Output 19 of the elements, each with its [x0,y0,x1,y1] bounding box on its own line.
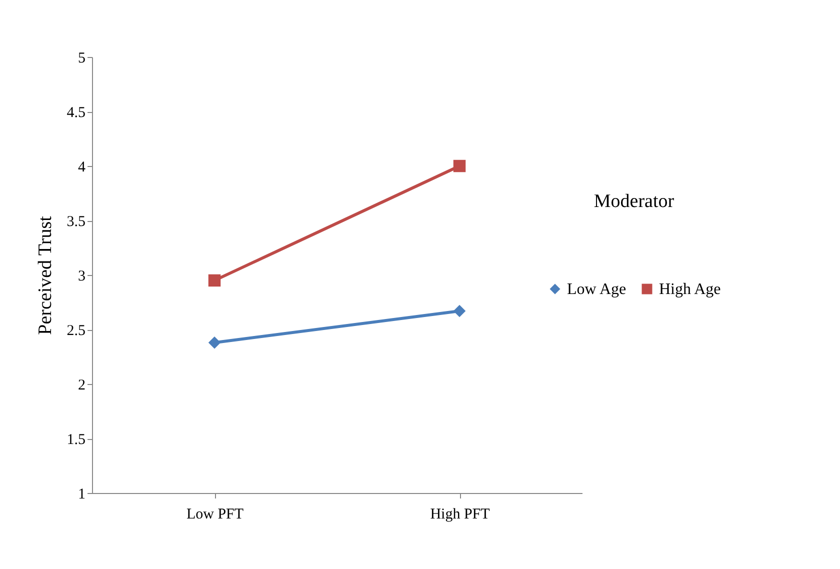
legend-label: Low Age [567,281,626,298]
y-tick-label: 2 [78,378,86,394]
y-tick-label: 2.5 [66,323,86,339]
y-tick-label: 1 [78,486,86,502]
point [208,336,221,349]
point [453,304,466,318]
y-tick-label: 4 [78,160,86,176]
y-tick-label: 3 [78,268,86,284]
y-tick-label: 1.5 [66,432,86,448]
y-tick-label: 5 [78,50,86,66]
point [208,274,221,287]
y-tick-label: 3.5 [66,214,86,230]
legend-label: High Age [659,281,721,298]
y-axis-title: Perceived Trust [34,215,56,335]
x-tick-label: High PFT [430,506,490,522]
point [453,160,466,172]
x-tick-label: Low PFT [186,506,244,522]
y-tick-label: 4.5 [66,105,86,121]
legend-title: Moderator [594,191,675,212]
